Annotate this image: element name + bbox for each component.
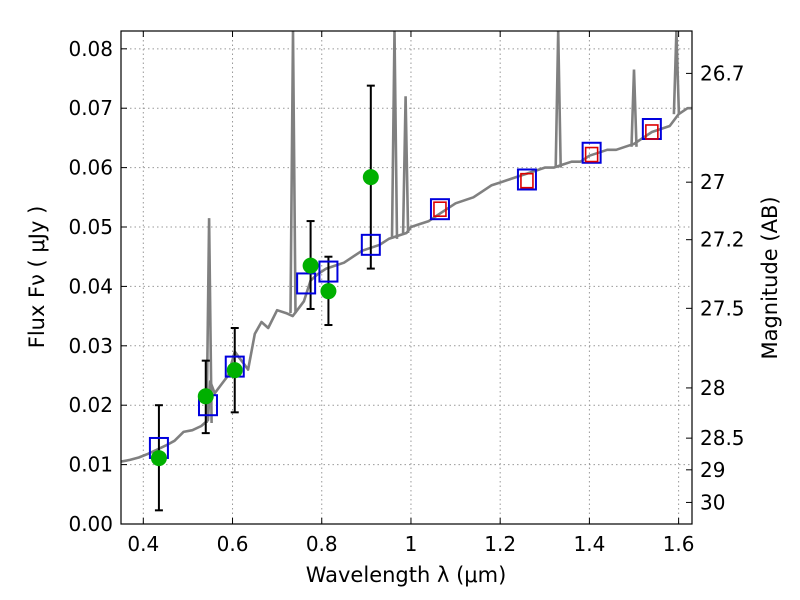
emission-line	[630, 69, 638, 147]
emission-line	[390, 31, 399, 239]
ticks: 0.4 0.6 0.8 1 1.2 1.4 1.6 0.00 0.01 0.02 0.03 0.04 0…	[68, 31, 745, 556]
observed-points	[150, 169, 379, 467]
x-tick-label: 0.8	[306, 532, 338, 556]
error-bars	[154, 84, 375, 512]
observed-point	[197, 388, 214, 405]
model-sed	[121, 31, 692, 463]
mag-tick-label: 27.2	[700, 228, 745, 252]
x-tick-label: 1	[405, 532, 418, 556]
ir-phot-square	[433, 201, 447, 217]
model-phot-square	[318, 260, 339, 283]
observed-point	[320, 283, 337, 300]
x-tick-label: 1.2	[484, 532, 516, 556]
x-axis-title: Wavelength λ (μm)	[306, 563, 507, 587]
y-tick-label: 0.00	[68, 512, 113, 536]
mag-tick-label: 28	[700, 376, 725, 400]
y-tick-label: 0.03	[68, 334, 113, 358]
model-phot-square	[581, 141, 602, 164]
ir-phot-square	[584, 146, 599, 163]
y-tick-label: 0.05	[68, 215, 113, 239]
model-phot-square	[516, 168, 537, 191]
emission-line	[672, 31, 681, 115]
emission-line	[554, 31, 562, 168]
y-tick-label: 0.01	[68, 453, 113, 477]
emission-line	[401, 96, 410, 234]
mag-tick-label: 27.5	[700, 296, 745, 320]
emission-line	[289, 31, 297, 314]
x-tick-label: 0.6	[217, 532, 249, 556]
x-tick-label: 1.6	[663, 532, 695, 556]
model-phot-square	[429, 198, 450, 221]
y-axis-title: Flux Fν ( μJy )	[25, 206, 49, 349]
x-tick-label: 1.4	[573, 532, 605, 556]
mag-tick-label: 30	[700, 490, 725, 514]
emission-line	[205, 218, 213, 424]
observed-point	[302, 257, 319, 274]
model-phot-square	[296, 272, 317, 295]
mag-tick-label: 27	[700, 170, 725, 194]
plot-frame	[120, 30, 693, 525]
y-tick-label: 0.08	[68, 37, 113, 61]
observed-point	[226, 362, 243, 379]
model-phot-square	[360, 233, 381, 256]
y-tick-label: 0.04	[68, 274, 113, 298]
observed-point	[150, 450, 167, 467]
ir-phot-square	[645, 124, 659, 140]
mag-tick-label: 28.5	[700, 426, 745, 450]
mag-axis-title: Magnitude (AB)	[758, 196, 782, 359]
observed-point	[362, 169, 379, 186]
y-tick-label: 0.07	[68, 96, 113, 120]
y-tick-label: 0.02	[68, 393, 113, 417]
ir-phot-square	[520, 172, 534, 189]
x-tick-label: 0.4	[127, 532, 159, 556]
mag-tick-label: 29	[700, 458, 725, 482]
y-tick-label: 0.06	[68, 156, 113, 180]
model-sed-line	[121, 106, 692, 463]
mag-tick-label: 26.7	[700, 61, 745, 85]
